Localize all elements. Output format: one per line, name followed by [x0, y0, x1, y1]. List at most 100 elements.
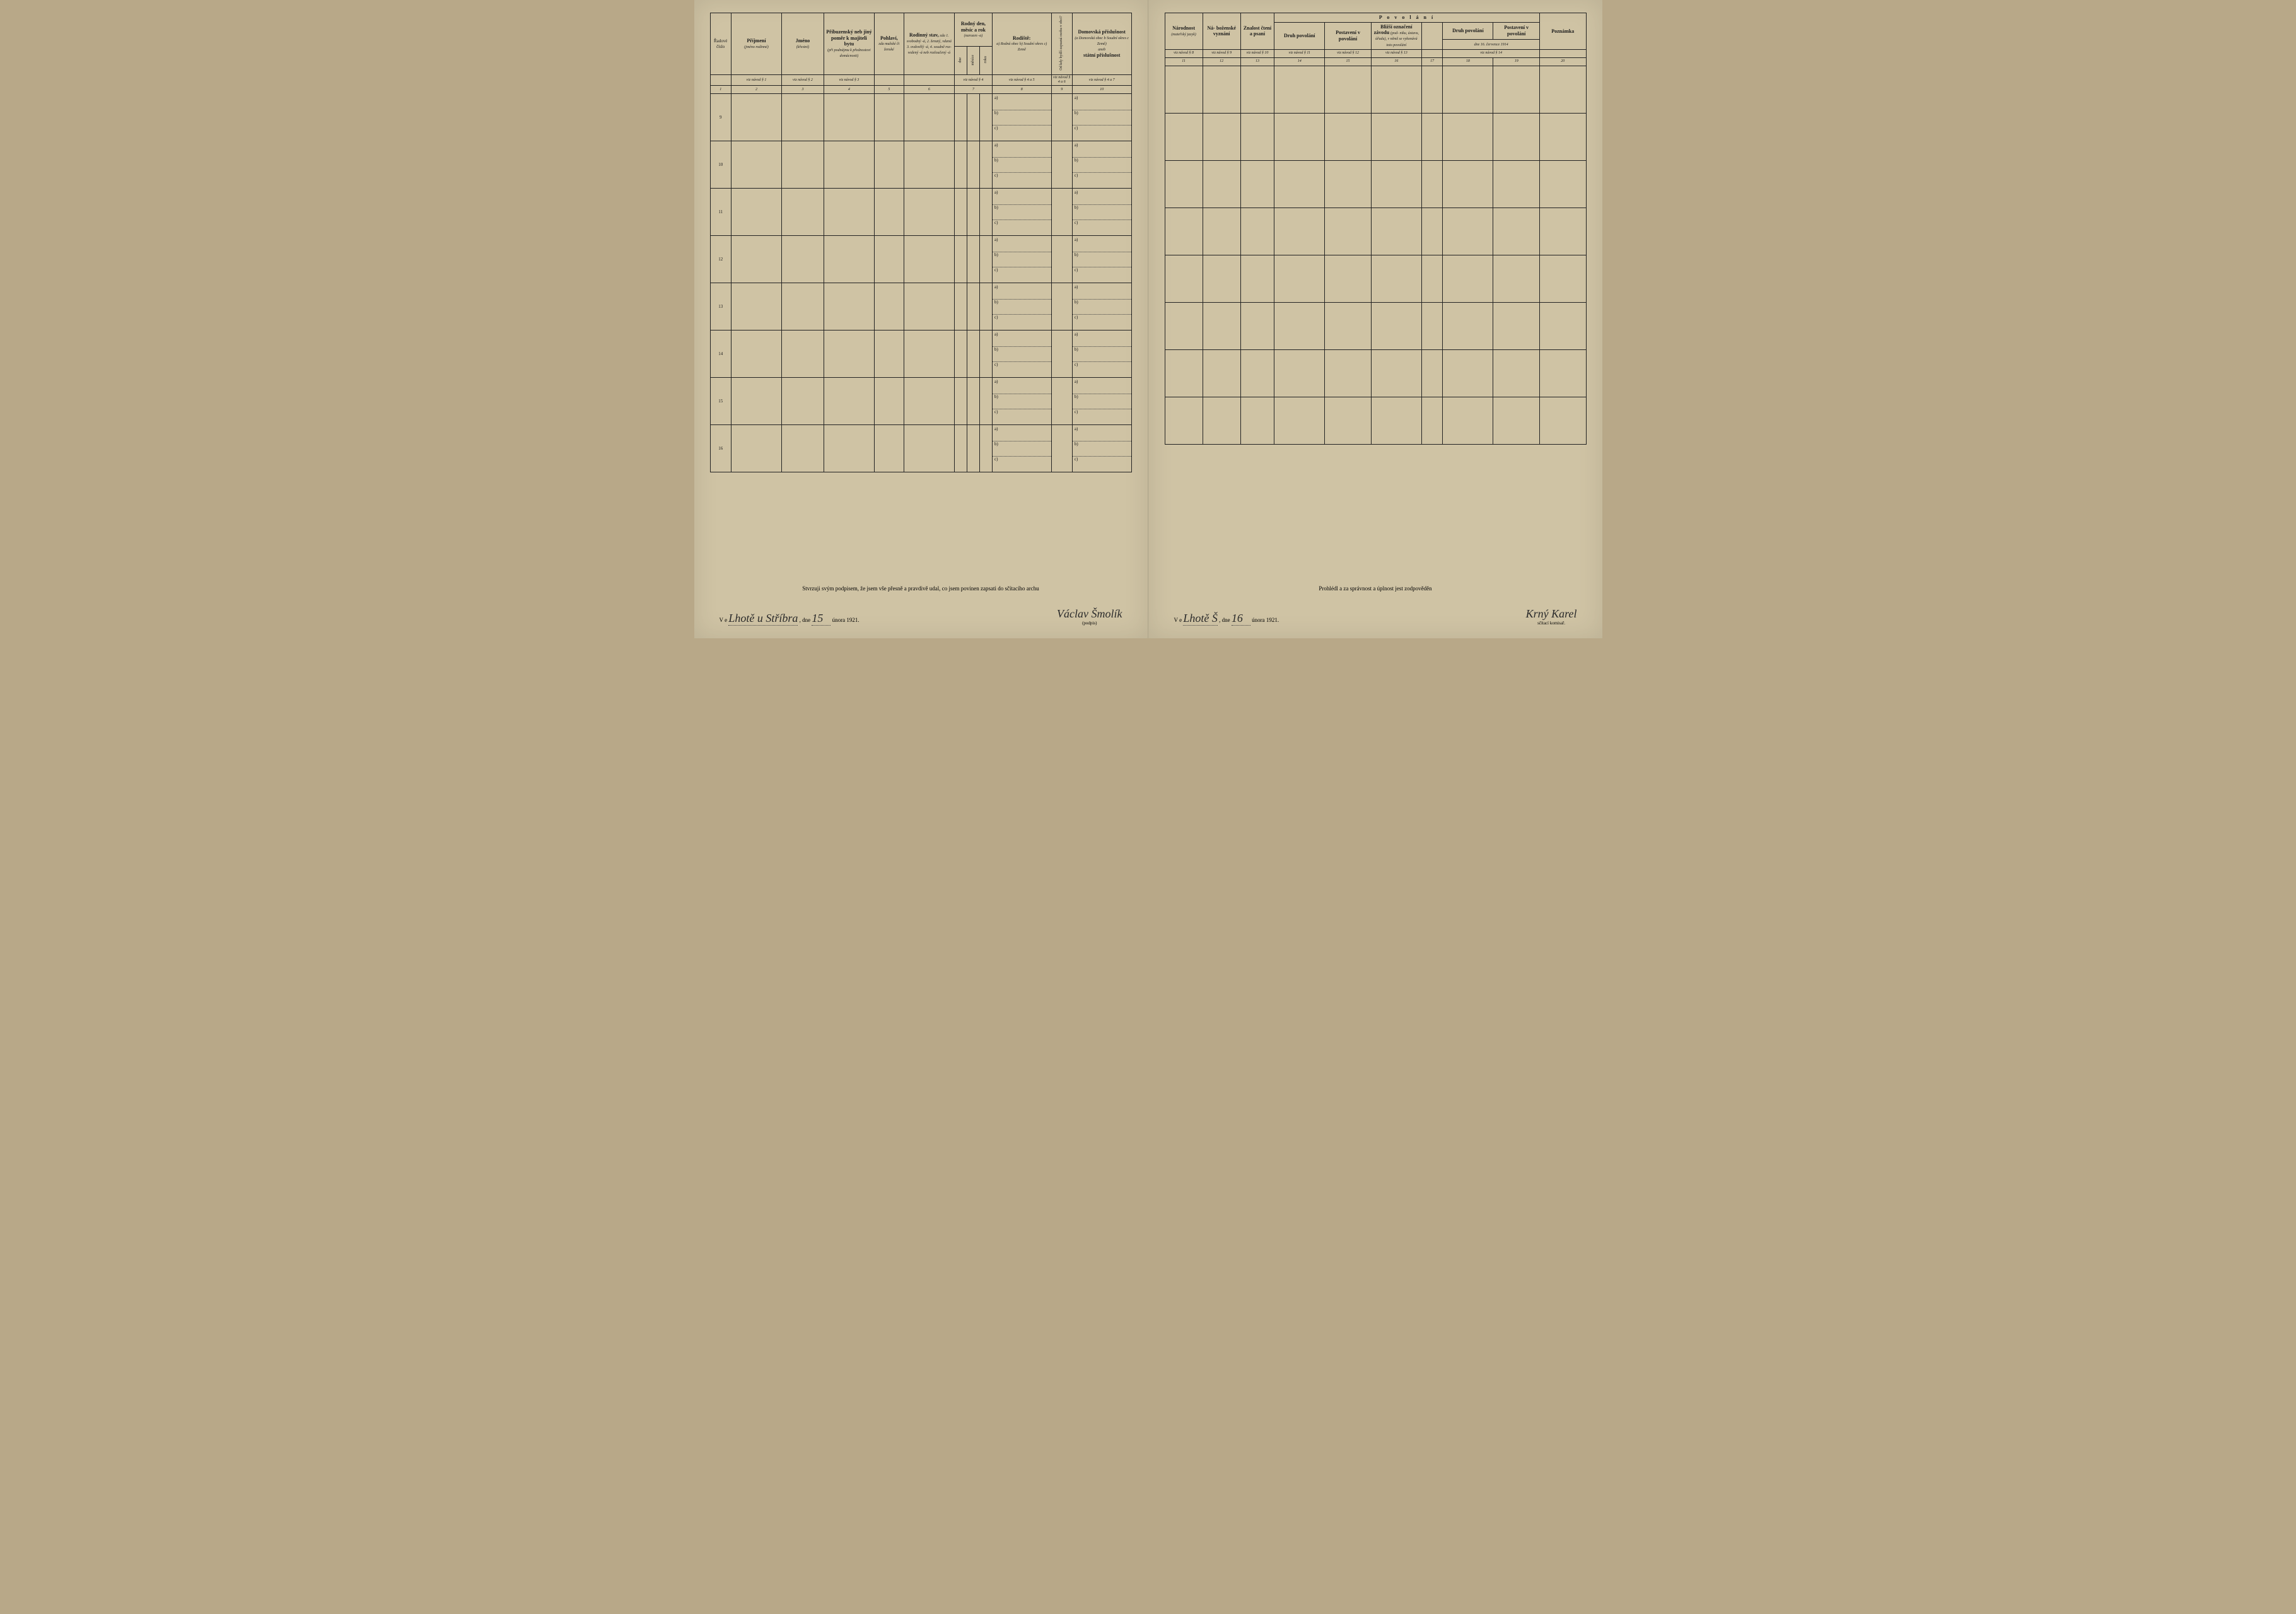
col18-header: Druh povolání	[1443, 22, 1493, 39]
col10-header: Domovská příslušnost(a Domovská obec b S…	[1072, 13, 1131, 75]
navod7: viz návod § 4	[954, 75, 992, 86]
cell	[1274, 302, 1325, 349]
prislusnost-cell: a)b)c)	[1072, 236, 1131, 283]
cell	[875, 94, 904, 141]
navod16: viz návod § 13	[1371, 49, 1421, 57]
prislusnost-cell: a)b)c)	[1072, 94, 1131, 141]
row-number: 13	[710, 283, 731, 330]
col1-header: Řadové číslo	[710, 13, 731, 75]
cell	[954, 141, 967, 189]
colnum13: 13	[1240, 57, 1274, 66]
table-row	[1165, 208, 1586, 255]
cell	[979, 189, 992, 236]
table-row: 14 a)b)c) a)b)c)	[710, 330, 1131, 378]
table-row	[1165, 397, 1586, 444]
cell	[1051, 189, 1072, 236]
day-handwriting: 15	[812, 612, 830, 626]
cell	[1443, 397, 1493, 444]
cell	[1203, 255, 1240, 302]
rodiste-cell: a)b)c)	[993, 378, 1052, 425]
col6-header: Rodinný stav, zda 1. svobodný -á, 2. žen…	[904, 13, 954, 75]
cell	[1493, 160, 1539, 208]
cell	[954, 330, 967, 378]
cell	[904, 141, 954, 189]
sig-label-left: (podpis)	[1057, 621, 1122, 626]
colnum16: 16	[1371, 57, 1421, 66]
cell	[1203, 208, 1240, 255]
cell	[1051, 330, 1072, 378]
navod15: viz návod § 12	[1325, 49, 1371, 57]
rodiste-cell: a)b)c)	[993, 94, 1052, 141]
col5-header: Pohlaví,zda mužské či ženské	[875, 13, 904, 75]
cell	[1203, 160, 1240, 208]
document-spread: Řadové číslo Příjmení(jméno rodinné) Jmé…	[694, 0, 1602, 638]
cell	[904, 425, 954, 472]
dne1914: dne 16. července 1914	[1443, 39, 1540, 49]
cell	[1421, 66, 1442, 113]
cell	[782, 330, 824, 378]
cell	[1051, 283, 1072, 330]
cell	[1421, 160, 1442, 208]
cell	[1203, 113, 1240, 160]
cell	[824, 236, 874, 283]
cell	[967, 236, 979, 283]
cell	[967, 378, 979, 425]
table-row: 10 a)b)c) a)b)c)	[710, 141, 1131, 189]
cell	[967, 425, 979, 472]
row-number: 16	[710, 425, 731, 472]
table-row	[1165, 302, 1586, 349]
cell	[875, 378, 904, 425]
cell	[979, 236, 992, 283]
left-page: Řadové číslo Příjmení(jméno rodinné) Jmé…	[694, 0, 1148, 638]
cell	[1493, 255, 1539, 302]
cell	[1325, 208, 1371, 255]
cell	[1493, 397, 1539, 444]
cell	[979, 330, 992, 378]
cell	[1051, 236, 1072, 283]
cell	[731, 236, 781, 283]
cell	[782, 425, 824, 472]
cell	[824, 94, 874, 141]
col19-header: Postavení v povolání	[1493, 22, 1539, 39]
row-number: 12	[710, 236, 731, 283]
place-handwriting-r: Lhotě Š	[1183, 612, 1218, 626]
cell	[979, 94, 992, 141]
navod5	[875, 75, 904, 86]
cell	[1274, 113, 1325, 160]
place-handwriting: Lhotě u Stříbra	[728, 612, 798, 626]
cell	[875, 236, 904, 283]
navod13: viz návod § 10	[1240, 49, 1274, 57]
cell	[1371, 349, 1421, 397]
cell	[1325, 302, 1371, 349]
cell	[782, 189, 824, 236]
cell	[1165, 208, 1203, 255]
cell	[1443, 160, 1493, 208]
cell	[875, 189, 904, 236]
colnum20: 20	[1539, 57, 1586, 66]
col14-header: Druh povolání	[1274, 22, 1325, 49]
cell	[1371, 66, 1421, 113]
cell	[1371, 397, 1421, 444]
table-row: 15 a)b)c) a)b)c)	[710, 378, 1131, 425]
cell	[1274, 349, 1325, 397]
cell	[904, 189, 954, 236]
col8-header: Rodiště:a) Rodná obec b) Soudní okres c)…	[993, 13, 1052, 75]
cell	[967, 283, 979, 330]
cell	[954, 378, 967, 425]
cell	[1240, 113, 1274, 160]
col7b: měsíce	[967, 47, 979, 75]
col3-header: Jméno(křestní)	[782, 13, 824, 75]
col11-header: Národnost(mateřský jazyk)	[1165, 13, 1203, 50]
table-row: 16 a)b)c) a)b)c)	[710, 425, 1131, 472]
cell	[1443, 66, 1493, 113]
cell	[1421, 349, 1442, 397]
colnum5: 5	[875, 86, 904, 94]
cell	[1240, 349, 1274, 397]
cell	[954, 283, 967, 330]
cell	[824, 378, 874, 425]
cell	[904, 378, 954, 425]
cell	[1421, 113, 1442, 160]
cell	[967, 141, 979, 189]
cell	[1203, 66, 1240, 113]
col15-header: Postavení v povolání	[1325, 22, 1371, 49]
